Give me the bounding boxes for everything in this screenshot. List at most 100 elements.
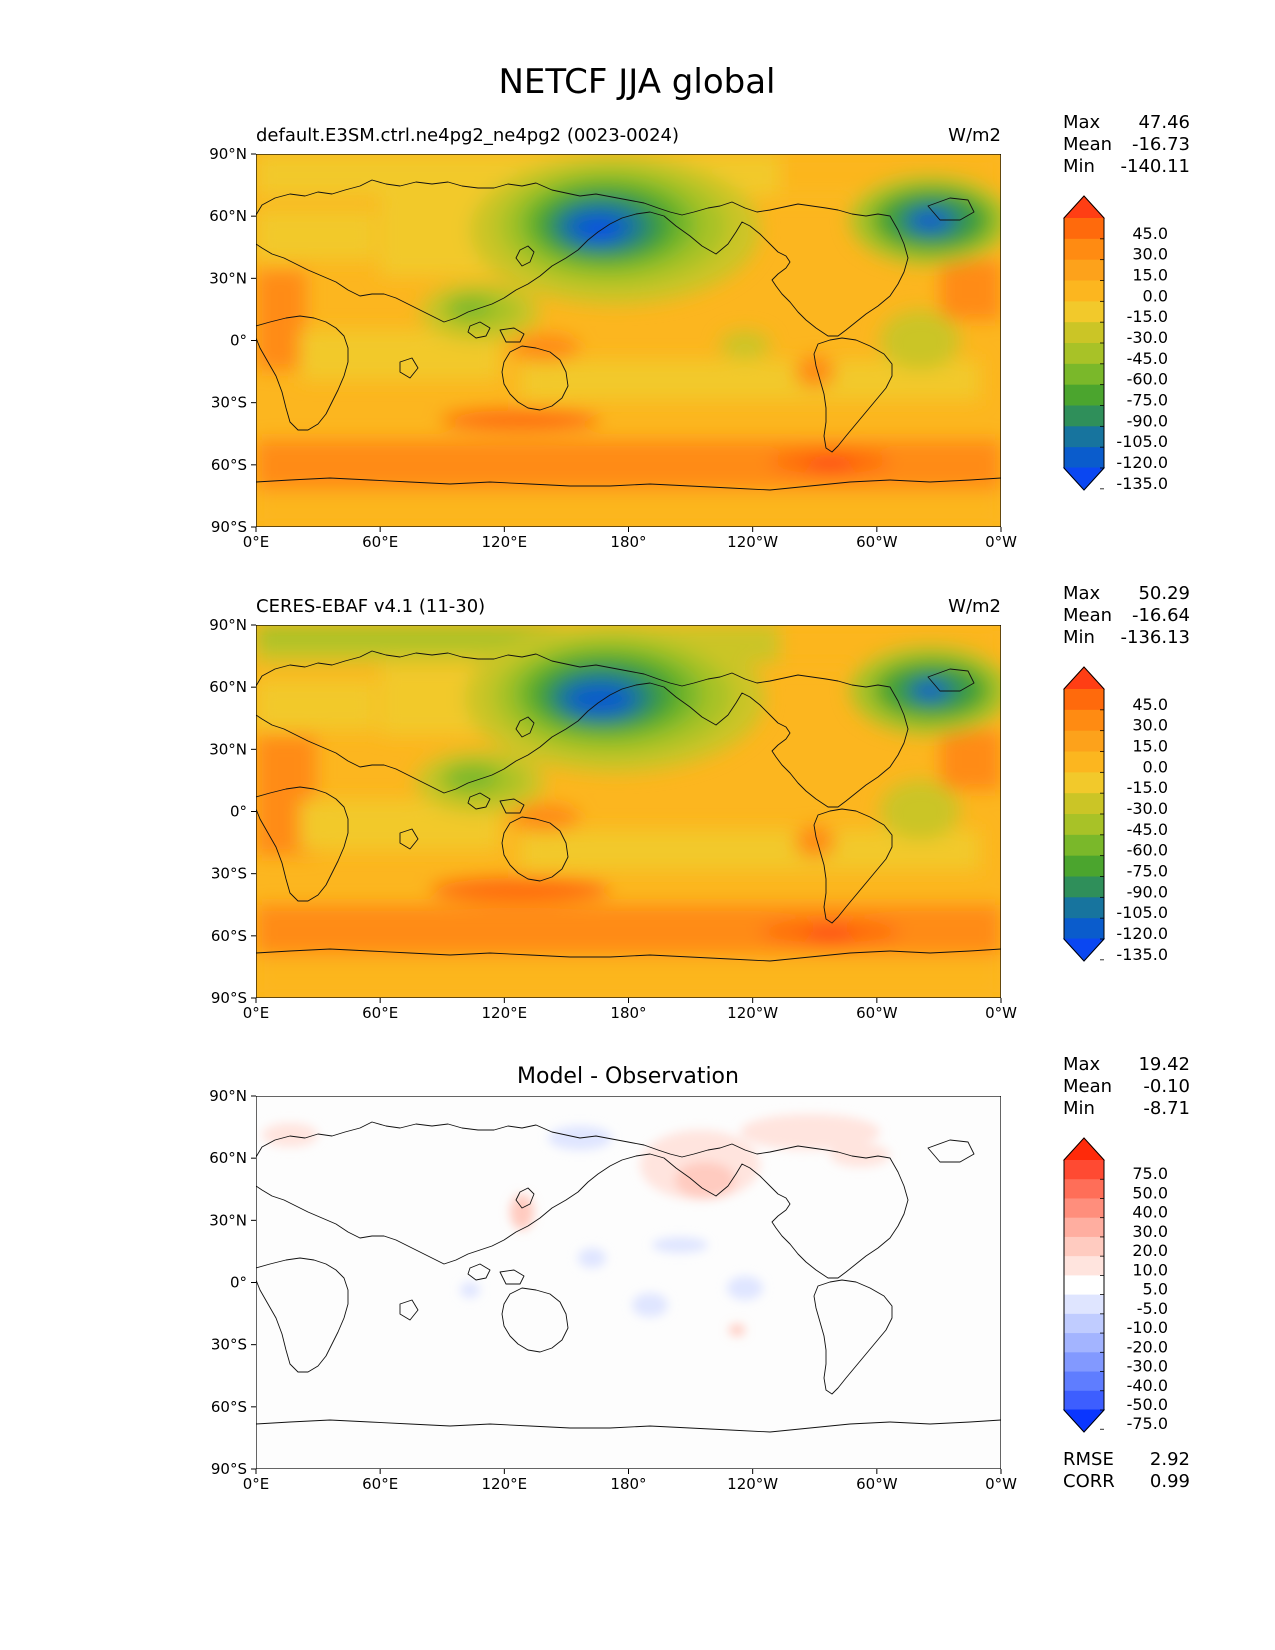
colorbar-extend-max: [1062, 195, 1106, 219]
x-tick-label: 60°W: [856, 533, 898, 551]
colorbar-label: -135.0: [1116, 474, 1168, 493]
x-tick-label: 60°E: [362, 1004, 398, 1022]
y-tick-label: 0°: [230, 803, 247, 821]
y-tick-label: 90°S: [211, 518, 247, 536]
colorbar-label: -120.0: [1116, 453, 1168, 472]
stat-label: Max: [1063, 112, 1101, 133]
x-tick-label: 120°W: [727, 1475, 778, 1493]
y-tick-label: 90°S: [211, 989, 247, 1007]
colorbar-label: 30.0: [1132, 245, 1168, 264]
colorbar-label: 30.0: [1132, 1222, 1168, 1241]
y-tick-label: 30°N: [209, 269, 247, 287]
y-tick-label: 60°N: [209, 1149, 247, 1167]
field-background: [256, 1096, 1001, 1469]
stat-value: -136.13: [1121, 627, 1190, 648]
colorbar-label: -105.0: [1116, 432, 1168, 451]
colorbar-segment: [1064, 1256, 1104, 1276]
colorbar-extend-max: [1062, 1137, 1106, 1161]
colorbar-label: -90.0: [1127, 882, 1168, 901]
colorbar-label: -30.0: [1127, 1357, 1168, 1376]
colorbar-label: -30.0: [1127, 799, 1168, 818]
y-tick-label: 60°S: [211, 927, 247, 945]
model-field: [256, 154, 1001, 527]
colorbar-label: -15.0: [1127, 778, 1168, 797]
colorbar-label: -10.0: [1127, 1318, 1168, 1337]
stat-value: -16.73: [1132, 134, 1190, 155]
colorbar-segment: [1064, 1390, 1104, 1411]
y-tick-label: 60°S: [211, 1398, 247, 1416]
y-tick-label: 0°: [230, 332, 247, 350]
model-panel-units: W/m2: [948, 125, 1001, 146]
stat-value: -8.71: [1143, 1098, 1190, 1119]
obs-axes: 0°E 60°E 120°E 180° 120°W 60°W 0°W 90°N 60°N 30°N…: [209, 616, 1017, 1022]
colorbar-segment: [1064, 1313, 1104, 1334]
colorbar-segment: [1064, 814, 1104, 836]
x-tick-label: 0°E: [243, 533, 270, 551]
colorbar-segment: [1064, 855, 1104, 878]
diff-colorbar: 75.050.040.030.020.010.05.0-5.0-10.0-20.…: [1062, 1137, 1168, 1433]
colorbar-segment: [1064, 447, 1104, 469]
x-tick-label: 60°E: [362, 533, 398, 551]
x-tick-label: 120°E: [482, 1004, 528, 1022]
diff-field: [256, 1096, 1001, 1469]
x-tick-label: 0°E: [243, 1475, 270, 1493]
x-tick-label: 120°E: [482, 533, 528, 551]
colorbar-label: 5.0: [1143, 1280, 1168, 1299]
colorbar-segment: [1064, 1198, 1104, 1219]
colorbar-label: 15.0: [1132, 266, 1168, 285]
colorbar-label: -135.0: [1116, 945, 1168, 964]
stat-value: -140.11: [1121, 156, 1190, 177]
colorbar-extend-min: [1062, 467, 1106, 491]
colorbar-extend-max: [1062, 666, 1106, 690]
obs-panel: CERES-EBAF v4.1 (11-30) W/m2: [209, 583, 1190, 1022]
x-tick-label: 60°W: [856, 1475, 898, 1493]
stat-label: Mean: [1063, 1076, 1112, 1097]
stat-value: -0.10: [1143, 1076, 1190, 1097]
colorbar-segment: [1064, 897, 1104, 919]
colorbar-label: -40.0: [1127, 1376, 1168, 1395]
colorbar-label: 45.0: [1132, 224, 1168, 243]
colorbar-segment: [1064, 405, 1104, 427]
obs-panel-units: W/m2: [948, 596, 1001, 617]
colorbar-label: -75.0: [1127, 862, 1168, 881]
stat-value: -16.64: [1132, 605, 1190, 626]
y-tick-label: 60°S: [211, 456, 247, 474]
y-tick-label: 30°S: [211, 865, 247, 883]
diff-metrics: RMSE 2.92 CORR 0.99: [1063, 1449, 1190, 1492]
colorbar-segment: [1064, 363, 1104, 386]
x-tick-label: 0°W: [985, 533, 1017, 551]
stat-label: Min: [1063, 627, 1095, 648]
stat-label: Min: [1063, 1098, 1095, 1119]
colorbar-segment: [1064, 689, 1104, 711]
colorbar-label: 10.0: [1132, 1260, 1168, 1279]
colorbar-extend-min: [1062, 1409, 1106, 1433]
y-tick-label: 30°S: [211, 394, 247, 412]
stat-value: 47.46: [1138, 112, 1190, 133]
colorbar-segment: [1064, 259, 1104, 282]
diff-axes: 0°E 60°E 120°E 180° 120°W 60°W 0°W 90°N 60°N 30°N…: [209, 1087, 1017, 1493]
colorbar-label: 45.0: [1132, 695, 1168, 714]
colorbar-extend-min: [1062, 938, 1106, 962]
x-tick-label: 60°W: [856, 1004, 898, 1022]
colorbar-segment: [1064, 1160, 1104, 1180]
colorbar-segment: [1064, 280, 1104, 302]
colorbar-segment: [1064, 1275, 1104, 1296]
y-tick-label: 30°N: [209, 1211, 247, 1229]
colorbar-label: 0.0: [1143, 757, 1168, 776]
y-tick-label: 90°S: [211, 1460, 247, 1478]
colorbar-label: 75.0: [1132, 1164, 1168, 1183]
colorbar-label: -20.0: [1127, 1337, 1168, 1356]
stat-label: Mean: [1063, 605, 1112, 626]
stat-label: Mean: [1063, 134, 1112, 155]
colorbar-segment: [1064, 1217, 1104, 1238]
x-tick-label: 120°W: [727, 533, 778, 551]
colorbar-segment: [1064, 730, 1104, 753]
y-tick-label: 90°N: [209, 616, 247, 634]
obs-colorbar: 45.0 30.0 15.00.0 -15.0 -30.0 -45.0 -60.0 -75.0…: [1062, 666, 1168, 964]
diff-panel-title: Model - Observation: [517, 1064, 739, 1089]
colorbar-label: -60.0: [1127, 841, 1168, 860]
model-panel-title: default.E3SM.ctrl.ne4pg2_ne4pg2 (0023-00…: [256, 125, 679, 146]
stat-label: Min: [1063, 156, 1095, 177]
colorbar-label: -50.0: [1127, 1395, 1168, 1414]
